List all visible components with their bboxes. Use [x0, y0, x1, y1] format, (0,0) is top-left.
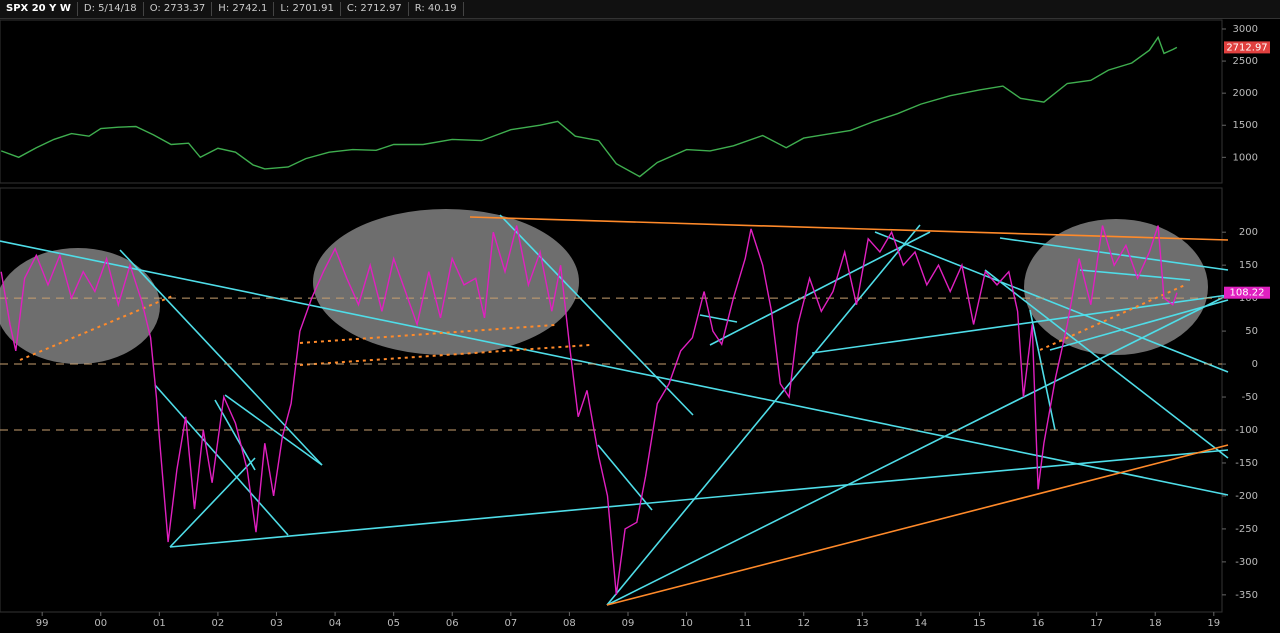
last-value-label: 2712.97	[1226, 42, 1267, 53]
highlight-ellipse	[0, 248, 160, 364]
series-line	[0, 35, 1178, 178]
x-tick-label: 04	[329, 618, 342, 629]
y-tick-label: -250	[1235, 524, 1258, 535]
last-value-box	[1224, 286, 1270, 299]
x-tick-label: 19	[1207, 618, 1220, 629]
x-tick-label: 12	[797, 618, 810, 629]
low-field: L: 2701.91	[274, 2, 341, 16]
x-tick-label: 18	[1149, 618, 1162, 629]
y-tick-label: -200	[1235, 491, 1258, 502]
y-tick-label: -300	[1235, 557, 1258, 568]
x-tick-label: 15	[973, 618, 986, 629]
x-tick-label: 17	[1090, 618, 1103, 629]
price-panel	[0, 19, 1223, 184]
y-tick-label: 150	[1239, 260, 1258, 271]
x-tick-label: 14	[915, 618, 928, 629]
y-tick-label: 200	[1239, 227, 1258, 238]
highlight-ellipse	[1024, 219, 1208, 355]
series-line	[0, 225, 1178, 595]
y-tick-label: 1000	[1233, 152, 1258, 163]
cyan-trendlines	[0, 214, 1229, 606]
y-tick-label: 0	[1252, 359, 1258, 370]
oscillator-panel	[0, 187, 1223, 613]
y-tick-label: -50	[1242, 392, 1258, 403]
range-field: R: 40.19	[409, 2, 464, 16]
x-tick-label: 13	[856, 618, 869, 629]
y-tick-label: 50	[1245, 326, 1258, 337]
highlight-ellipse	[313, 209, 579, 355]
orange-trendlines	[469, 216, 1229, 606]
y-tick-label: -350	[1235, 590, 1258, 601]
symbol[interactable]: SPX 20 Y W	[0, 2, 78, 16]
x-tick-label: 01	[153, 618, 166, 629]
x-tick-label: 11	[739, 618, 752, 629]
last-value-label: 108.22	[1230, 288, 1265, 299]
x-tick-label: 99	[36, 618, 49, 629]
x-tick-label: 09	[622, 618, 635, 629]
annotations	[0, 209, 1229, 606]
high-field: H: 2742.1	[212, 2, 275, 16]
x-tick-label: 03	[270, 618, 283, 629]
x-tick-label: 16	[1032, 618, 1045, 629]
y-tick-label: -100	[1235, 425, 1258, 436]
y-tick-label: 2500	[1233, 56, 1258, 67]
y-tick-label: 3000	[1233, 24, 1258, 35]
x-tick-label: 05	[387, 618, 400, 629]
close-field: C: 2712.97	[341, 2, 409, 16]
y-tick-label: 2000	[1233, 88, 1258, 99]
x-tick-label: 08	[563, 618, 576, 629]
top-bar: SPX 20 Y W D: 5/14/18 O: 2733.37 H: 2742…	[0, 0, 1280, 19]
x-tick-label: 07	[504, 618, 517, 629]
y-tick-label: -150	[1235, 458, 1258, 469]
date-field: D: 5/14/18	[78, 2, 144, 16]
x-tick-label: 02	[212, 618, 225, 629]
orange-dotted-lines	[19, 284, 1186, 366]
x-tick-label: 10	[680, 618, 693, 629]
y-tick-label: 1500	[1233, 120, 1258, 131]
open-field: O: 2733.37	[144, 2, 213, 16]
x-tick-label: 00	[94, 618, 107, 629]
x-tick-label: 06	[446, 618, 459, 629]
last-value-box	[1224, 41, 1270, 54]
